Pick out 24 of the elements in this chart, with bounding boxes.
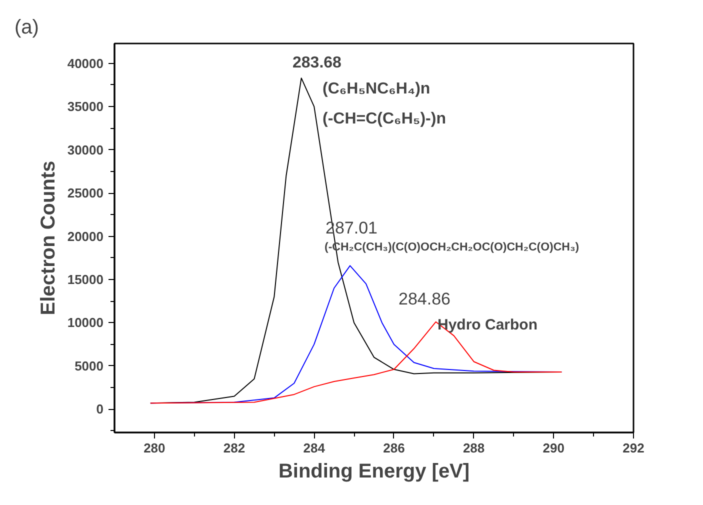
x-tick-label: 292	[622, 440, 644, 456]
y-tick-label: 0	[96, 402, 104, 417]
y-tick-label: 30000	[67, 142, 104, 158]
y-tick-label: 35000	[67, 99, 104, 114]
annotation: (C₆H₅NC₆H₄)n	[322, 80, 430, 98]
y-tick-label: 40000	[67, 56, 104, 71]
x-tick-label: 290	[542, 440, 565, 456]
x-tick-label: 280	[144, 440, 166, 456]
x-tick-label: 282	[223, 440, 246, 456]
x-axis-title: Binding Energy [eV]	[278, 460, 470, 482]
x-tick-label: 284	[303, 440, 326, 456]
annotation: Hydro Carbon	[438, 316, 538, 334]
y-tick-label: 15000	[67, 272, 104, 287]
y-tick-label: 10000	[67, 315, 104, 330]
text: (a)	[14, 16, 39, 38]
annotation: (-CH=C(C₆H₅)-)n	[322, 110, 446, 128]
annotation: 284.86	[398, 290, 450, 308]
y-axis-title: Electron Counts	[37, 160, 60, 316]
annotation: 283.68	[292, 54, 342, 72]
x-tick-label: 286	[383, 440, 405, 456]
y-tick-label: 25000	[67, 186, 104, 201]
y-tick-label: 20000	[67, 228, 104, 244]
x-tick-label: 288	[462, 440, 485, 456]
y-tick-label: 5000	[74, 358, 104, 374]
